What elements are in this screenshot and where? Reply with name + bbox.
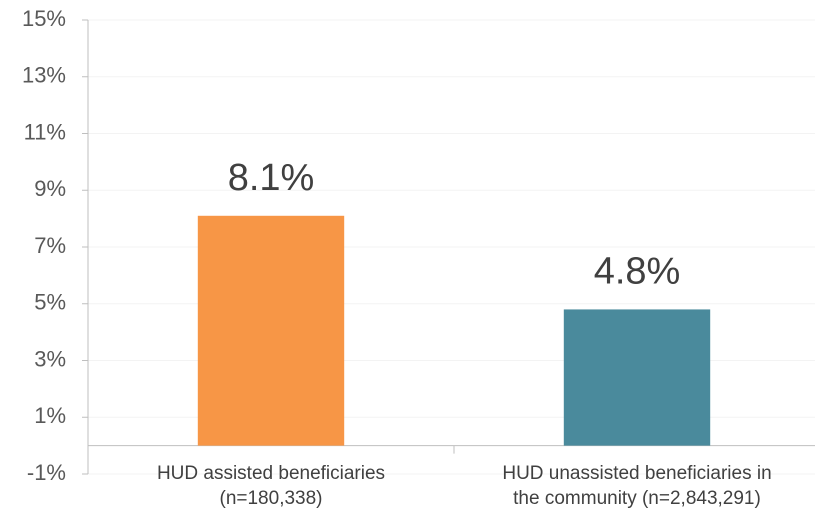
y-tick-label: -1%: [27, 460, 66, 485]
y-tick-label: 1%: [34, 403, 66, 428]
x-tick-label: HUD assisted beneficiaries (n=180,338): [157, 463, 385, 509]
bar: [197, 215, 345, 446]
y-tick-label: 7%: [34, 233, 66, 258]
y-tick-label: 13%: [22, 63, 66, 88]
bar: [563, 309, 711, 446]
x-tick-label: HUD unassisted beneficiaries in the commu…: [502, 463, 771, 509]
y-tick-label: 9%: [34, 176, 66, 201]
value-label: 8.1%: [228, 157, 315, 199]
y-tick-label: 11%: [24, 119, 66, 144]
y-tick-label: 15%: [22, 6, 66, 31]
y-tick-label: 5%: [34, 290, 66, 315]
y-tick-label: 3%: [34, 346, 66, 371]
value-label: 4.8%: [594, 250, 681, 292]
